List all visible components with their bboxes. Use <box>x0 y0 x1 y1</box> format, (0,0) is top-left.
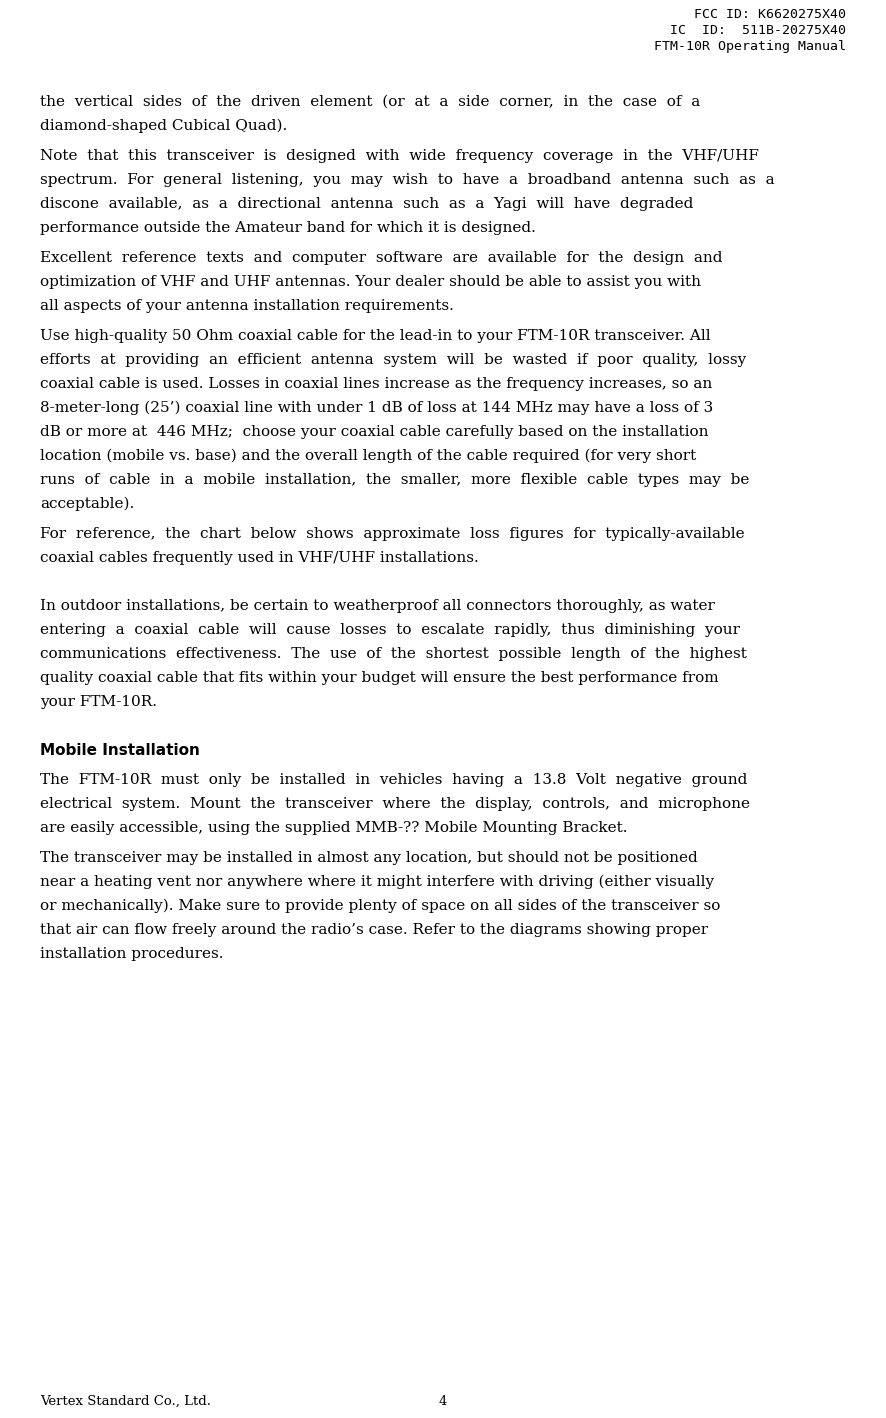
Text: In outdoor installations, be certain to weatherproof all connectors thoroughly, : In outdoor installations, be certain to … <box>40 598 715 613</box>
Text: The transceiver may be installed in almost any location, but should not be posit: The transceiver may be installed in almo… <box>40 851 698 865</box>
Text: The  FTM-10R  must  only  be  installed  in  vehicles  having  a  13.8  Volt  ne: The FTM-10R must only be installed in ve… <box>40 773 748 787</box>
Text: 4: 4 <box>439 1395 447 1408</box>
Text: or mechanically). Make sure to provide plenty of space on all sides of the trans: or mechanically). Make sure to provide p… <box>40 899 720 913</box>
Text: optimization of VHF and UHF antennas. Your dealer should be able to assist you w: optimization of VHF and UHF antennas. Yo… <box>40 275 701 289</box>
Text: FCC ID: K6620275X40: FCC ID: K6620275X40 <box>694 9 846 21</box>
Text: are easily accessible, using the supplied MMB-?? Mobile Mounting Bracket.: are easily accessible, using the supplie… <box>40 821 627 835</box>
Text: all aspects of your antenna installation requirements.: all aspects of your antenna installation… <box>40 299 454 313</box>
Text: performance outside the Amateur band for which it is designed.: performance outside the Amateur band for… <box>40 221 536 235</box>
Text: coaxial cable is used. Losses in coaxial lines increase as the frequency increas: coaxial cable is used. Losses in coaxial… <box>40 377 712 391</box>
Text: coaxial cables frequently used in VHF/UHF installations.: coaxial cables frequently used in VHF/UH… <box>40 552 478 564</box>
Text: dB or more at  446 MHz;  choose your coaxial cable carefully based on the instal: dB or more at 446 MHz; choose your coaxi… <box>40 425 709 440</box>
Text: communications  effectiveness.  The  use  of  the  shortest  possible  length  o: communications effectiveness. The use of… <box>40 647 747 661</box>
Text: discone  available,  as  a  directional  antenna  such  as  a  Yagi  will  have : discone available, as a directional ante… <box>40 197 694 211</box>
Text: 8-meter-long (25’) coaxial line with under 1 dB of loss at 144 MHz may have a lo: 8-meter-long (25’) coaxial line with und… <box>40 401 713 415</box>
Text: the  vertical  sides  of  the  driven  element  (or  at  a  side  corner,  in  t: the vertical sides of the driven element… <box>40 95 700 109</box>
Text: diamond-shaped Cubical Quad).: diamond-shaped Cubical Quad). <box>40 119 287 133</box>
Text: efforts  at  providing  an  efficient  antenna  system  will  be  wasted  if  po: efforts at providing an efficient antenn… <box>40 353 746 367</box>
Text: spectrum.  For  general  listening,  you  may  wish  to  have  a  broadband  ant: spectrum. For general listening, you may… <box>40 173 774 187</box>
Text: Vertex Standard Co., Ltd.: Vertex Standard Co., Ltd. <box>40 1395 211 1408</box>
Text: quality coaxial cable that fits within your budget will ensure the best performa: quality coaxial cable that fits within y… <box>40 671 719 685</box>
Text: electrical  system.  Mount  the  transceiver  where  the  display,  controls,  a: electrical system. Mount the transceiver… <box>40 797 750 811</box>
Text: Excellent  reference  texts  and  computer  software  are  available  for  the  : Excellent reference texts and computer s… <box>40 251 722 265</box>
Text: runs  of  cable  in  a  mobile  installation,  the  smaller,  more  flexible  ca: runs of cable in a mobile installation, … <box>40 474 750 486</box>
Text: location (mobile vs. base) and the overall length of the cable required (for ver: location (mobile vs. base) and the overa… <box>40 450 696 464</box>
Text: Use high-quality 50 Ohm coaxial cable for the lead-in to your FTM-10R transceive: Use high-quality 50 Ohm coaxial cable fo… <box>40 329 711 343</box>
Text: that air can flow freely around the radio’s case. Refer to the diagrams showing : that air can flow freely around the radi… <box>40 923 708 937</box>
Text: Mobile Installation: Mobile Installation <box>40 743 200 759</box>
Text: near a heating vent nor anywhere where it might interfere with driving (either v: near a heating vent nor anywhere where i… <box>40 875 714 889</box>
Text: For  reference,  the  chart  below  shows  approximate  loss  figures  for  typi: For reference, the chart below shows app… <box>40 527 744 542</box>
Text: IC  ID:  511B-20275X40: IC ID: 511B-20275X40 <box>670 24 846 37</box>
Text: entering  a  coaxial  cable  will  cause  losses  to  escalate  rapidly,  thus  : entering a coaxial cable will cause loss… <box>40 623 740 637</box>
Text: your FTM-10R.: your FTM-10R. <box>40 695 157 709</box>
Text: installation procedures.: installation procedures. <box>40 947 223 961</box>
Text: acceptable).: acceptable). <box>40 496 135 512</box>
Text: FTM-10R Operating Manual: FTM-10R Operating Manual <box>654 40 846 52</box>
Text: Note  that  this  transceiver  is  designed  with  wide  frequency  coverage  in: Note that this transceiver is designed w… <box>40 149 759 163</box>
